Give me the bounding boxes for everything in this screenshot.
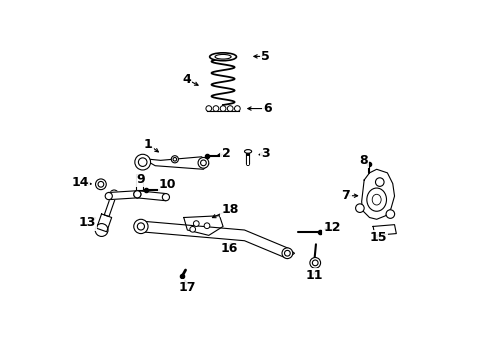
Text: 11: 11 [305,269,322,282]
Polygon shape [361,169,394,219]
Text: 17: 17 [178,281,196,294]
Circle shape [171,156,178,163]
Circle shape [137,223,144,230]
Ellipse shape [209,53,236,61]
Polygon shape [137,191,166,201]
Text: 18: 18 [221,203,239,216]
Text: 13: 13 [79,216,96,229]
Text: 14: 14 [71,176,89,189]
Circle shape [220,106,225,111]
Circle shape [134,219,148,234]
FancyBboxPatch shape [135,174,142,190]
Circle shape [162,194,169,201]
Text: 15: 15 [369,231,386,244]
Circle shape [234,106,240,111]
Circle shape [312,260,317,266]
Circle shape [227,106,233,111]
Circle shape [173,157,176,161]
Circle shape [193,221,199,226]
Polygon shape [372,225,395,235]
Circle shape [134,191,141,198]
Text: 10: 10 [159,178,176,191]
Circle shape [135,154,150,170]
Text: 16: 16 [221,242,238,255]
Circle shape [95,179,106,190]
Text: 3: 3 [261,147,269,160]
Text: 8: 8 [359,154,367,167]
Text: 6: 6 [263,102,271,115]
Text: 5: 5 [260,50,269,63]
Circle shape [189,226,195,232]
Circle shape [386,210,394,219]
Polygon shape [141,221,294,258]
Circle shape [200,160,206,166]
Circle shape [213,106,218,111]
Polygon shape [183,216,223,235]
Circle shape [198,157,208,168]
Circle shape [284,250,290,256]
Text: 12: 12 [323,221,340,234]
Text: 4: 4 [182,73,191,86]
Polygon shape [108,191,137,200]
Circle shape [309,257,320,268]
Circle shape [138,158,147,166]
Circle shape [282,248,292,258]
Circle shape [105,193,112,200]
Circle shape [375,178,383,186]
Circle shape [355,204,364,212]
Text: 7: 7 [341,189,349,202]
Circle shape [98,181,103,187]
Text: 2: 2 [221,147,230,160]
Circle shape [205,106,211,111]
Circle shape [203,223,209,229]
Text: 1: 1 [143,138,152,151]
Polygon shape [142,157,208,169]
Text: 9: 9 [136,173,145,186]
Circle shape [134,191,141,198]
Ellipse shape [244,150,251,153]
Ellipse shape [366,188,386,211]
